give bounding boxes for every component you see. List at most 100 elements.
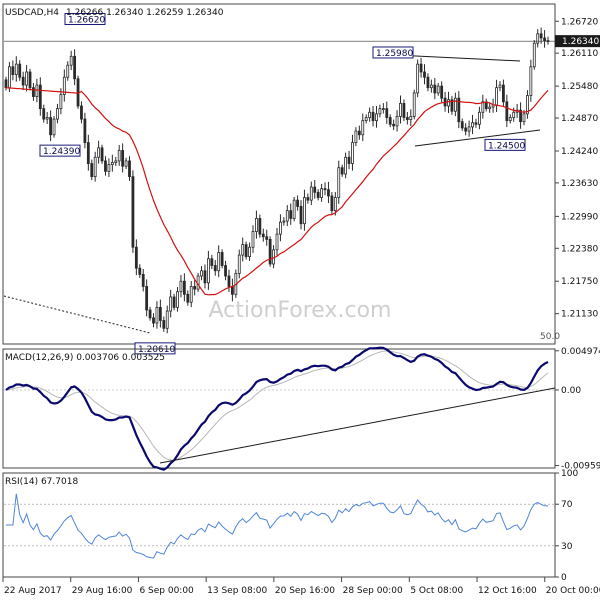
candle-body [423,71,426,78]
candle-body [426,76,430,89]
candle-body [519,109,522,123]
x-tick-label: 5 Oct 08:00 [410,586,463,596]
price-annotation-box [372,46,414,59]
x-tick-label: 6 Sep 00:00 [139,586,194,596]
candle-body [351,142,354,164]
candle-body [59,94,63,110]
current-price-box [555,35,600,48]
candle-body [35,84,39,97]
candle-body [357,130,361,136]
rsi-y-axis: 100 70 30 0 [555,469,578,583]
candle-body [83,118,87,144]
candle-body [231,286,234,295]
current-price-marker: 1.26340 [555,35,600,48]
candle-body [364,117,368,122]
candle-body [395,116,399,127]
x-axis: 22 Aug 2017 29 Aug 16:00 6 Sep 00:00 13 Sep… [2,577,600,596]
candle-body [316,191,320,198]
candle-body [11,66,15,76]
macd-tick-label: 0.004974 [561,347,600,357]
candle-body [447,99,450,107]
macd-tick-label: 0.00 [561,386,581,396]
price-tick-label: 1.25480 [561,82,598,92]
macd-panel-frame [2,348,556,469]
candle-body [529,66,533,96]
candle-body [107,164,111,172]
candle-body [436,85,440,94]
rsi-line [6,493,549,559]
candle-body [182,280,186,295]
x-tick-label: 12 Oct 16:00 [478,586,537,596]
upper-channel-line [394,54,521,62]
price-annotations: 1.26620 1.24390 1.25980 1.24500 1.20610 [39,12,526,355]
macd-y-axis: 0.004974 0.00 -0.009591 [555,347,600,472]
candle-body [275,233,279,251]
price-tick-label: 1.26110 [561,49,598,59]
candle-body [38,84,42,110]
candle-body [306,197,310,201]
candle-body [203,270,207,284]
candle-body [471,122,474,128]
candle-body [179,280,183,293]
candle-body [313,186,317,193]
candle-body [282,220,286,223]
candle-body [532,42,536,68]
candle-body [405,117,409,120]
symbol-label: USDCAD,H4 [5,8,59,18]
candle-body [255,218,258,232]
candle-body [344,156,348,175]
price-annotation-label: 1.24500 [488,141,525,151]
candle-body [32,87,35,97]
candle-body [457,97,461,123]
candle-body [80,105,83,120]
ma-period-label: 50.0 [540,332,560,342]
rsi-tick-label: 0 [561,573,567,583]
candle-body [498,84,502,89]
candle-body [172,296,176,308]
candle-body [244,244,248,258]
candle-body [385,108,389,118]
candle-body [138,267,142,275]
candle-body [419,63,423,73]
candle-body [213,265,217,272]
macd-label: MACD(12,26,9) 0.003706 0.003525 [5,353,165,363]
price-annotation-box [134,342,176,355]
candle-body [169,296,173,312]
price-tick-label: 1.21130 [561,310,598,320]
macd-trendline [159,387,556,464]
candle-body [371,111,375,122]
candle-body [49,117,52,136]
candle-body [66,64,70,78]
rsi-tick-label: 100 [561,469,578,479]
macd-panel: MACD(12,26,9) 0.003706 0.003525 0.004974… [2,346,600,472]
candle-body [429,84,433,89]
candle-body [268,238,272,265]
candle-body [477,111,481,125]
price-annotation-box [484,138,526,151]
candle-body [474,122,478,125]
candle-body [251,231,255,248]
candles [4,27,550,334]
dotted-trendline [3,295,151,334]
candle-body [522,113,526,123]
candle-body [488,106,492,110]
candle-body [90,163,94,178]
rsi-panel: RSI(14) 67.7018 100 70 30 0 [2,469,578,583]
candle-body [323,188,327,191]
candle-body [45,117,49,120]
candle-body [104,160,107,172]
candle-body [206,258,210,284]
candle-body [309,186,313,201]
candle-body [285,210,289,222]
candle-body [131,176,135,248]
candle-body [155,306,159,324]
candle-body [453,97,457,112]
candle-body [217,252,221,272]
candle-body [248,246,251,258]
price-tick-label: 1.21750 [561,277,598,287]
candle-body [18,63,22,78]
candle-body [399,102,402,117]
candle-body [73,55,77,80]
candle-body [14,63,18,76]
